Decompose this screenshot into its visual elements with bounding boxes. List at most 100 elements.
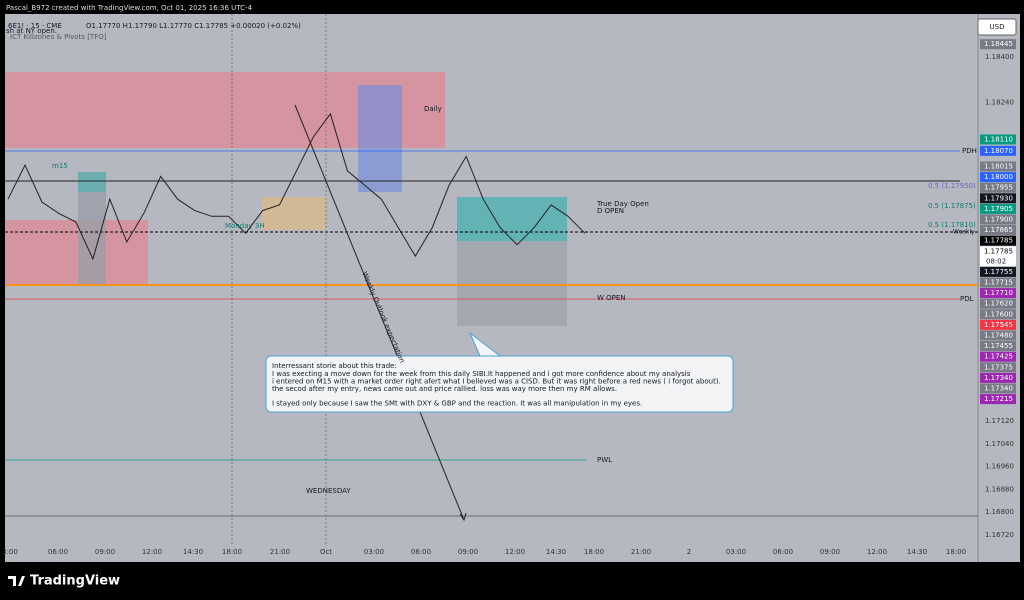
price-badge-label: 1.17785: [984, 247, 1013, 255]
price-badge: [980, 309, 1016, 320]
price-badge: [980, 134, 1016, 145]
price-badge: [980, 394, 1016, 405]
label: 0.5 (1.17810): [928, 221, 976, 229]
red-zone: [5, 220, 148, 284]
price-badge-label: 1.17425: [984, 353, 1013, 361]
label: D OPEN: [597, 207, 624, 215]
price-badge: [980, 246, 1016, 267]
price-badge-label: 1.17215: [984, 395, 1013, 403]
price-badge-label: 1.17600: [984, 310, 1013, 318]
price-badge: [980, 319, 1016, 330]
time-tick: 2: [687, 548, 691, 556]
currency[interactable]: USD: [990, 23, 1005, 31]
time-tick: Oct: [320, 548, 332, 556]
credit: Pascal_B972 created with TradingView.com…: [6, 4, 253, 12]
label: WEDNESDAY: [306, 487, 351, 495]
countdown: 08:02: [986, 257, 1006, 265]
price-badge-label: 1.17955: [984, 184, 1013, 192]
price-badge: [980, 383, 1016, 394]
price-scale: [978, 14, 1020, 562]
price-badge: [980, 235, 1016, 246]
time-tick: 12:00: [867, 548, 887, 556]
price-tick: 1.17120: [985, 417, 1014, 425]
price-badge-label: 1.17620: [984, 300, 1013, 308]
price-badge-label: 1.18000: [984, 173, 1013, 181]
label: PWL: [597, 456, 612, 464]
time-tick: 18:00: [584, 548, 604, 556]
price-badge: [980, 39, 1016, 50]
price-badge-label: 1.17545: [984, 321, 1013, 329]
price-badge-label: 1.17865: [984, 226, 1013, 234]
label: 0.5 (1.17950): [928, 182, 976, 190]
price-badge: [980, 145, 1016, 156]
arrow-head: [459, 512, 467, 522]
logo: [8, 576, 25, 586]
price-line-path: [7, 112, 586, 261]
price-badge: [980, 182, 1016, 193]
ohlc: O1.17770 H1.17790 L1.17770 C1.17785 +0.0…: [86, 22, 301, 30]
time-tick: 09:00: [458, 548, 478, 556]
time-tick: 18:00: [946, 548, 966, 556]
price-badge-label: 1.18015: [984, 162, 1013, 170]
price-tick: 1.16880: [985, 485, 1014, 493]
price-badge-label: 1.17340: [984, 374, 1013, 382]
price-badge: [980, 351, 1016, 362]
price-badge: [980, 193, 1016, 204]
time-tick: 14:30: [907, 548, 927, 556]
time-tick: 21:00: [631, 548, 651, 556]
label: Weekly: [953, 229, 975, 236]
time-tick: 18:00: [222, 548, 242, 556]
footer: [0, 566, 1024, 600]
price-badge-label: 1.18070: [984, 147, 1013, 155]
time-tick: 09:00: [820, 548, 840, 556]
price-badge-label: 1.17755: [984, 268, 1013, 276]
time-tick: 21:00: [270, 548, 290, 556]
price-badge-label: 1.17905: [984, 205, 1013, 213]
annotation-line: the secod after my entry, news came out …: [272, 385, 617, 393]
tan-zone: [262, 197, 326, 230]
time-tick: 06:00: [411, 548, 431, 556]
label: True Day Open: [596, 200, 649, 208]
label: W OPEN: [597, 294, 626, 302]
price-tick: 1.18240: [985, 99, 1014, 107]
time-tick: 03:00: [726, 548, 746, 556]
label: PDH: [962, 147, 977, 155]
price-tick: 1.16720: [985, 531, 1014, 539]
brand: TradingView: [30, 574, 120, 589]
time-tick: 14:30: [546, 548, 566, 556]
price-badge-label: 1.18445: [984, 40, 1013, 48]
price-badge-label: 1.18110: [984, 135, 1013, 143]
time-tick: 12:00: [142, 548, 162, 556]
teal-zone: [78, 172, 106, 192]
price-badge-label: 1.17455: [984, 342, 1013, 350]
symbol: 6E1! · 15 · CME: [8, 22, 62, 30]
price-badge-label: 1.17480: [984, 331, 1013, 339]
label: Monday 3H: [225, 222, 265, 230]
price-badge: [980, 330, 1016, 341]
price-badge: [980, 288, 1016, 299]
price-badge: [980, 266, 1016, 277]
price-badge: [980, 372, 1016, 383]
purple-zone: [358, 85, 402, 192]
time-tick: 14:30: [183, 548, 203, 556]
currency-button[interactable]: [977, 18, 1017, 36]
outlook-arrow: [294, 104, 465, 521]
price-badge: [980, 161, 1016, 172]
price-badge: [980, 362, 1016, 373]
price-tick: 1.18400: [985, 53, 1014, 61]
price-tick: 1.17040: [985, 440, 1014, 448]
annotation-line: i entered on M15 with a market order rig…: [272, 377, 721, 385]
annotation-box: [265, 355, 734, 413]
label: m15: [52, 162, 68, 170]
price-tick: 1.16960: [985, 463, 1014, 471]
price-tick: 1.16800: [985, 508, 1014, 516]
price-badge: [980, 277, 1016, 288]
price-badge-label: 1.17340: [984, 384, 1013, 392]
price-badge-label: 1.17785: [984, 237, 1013, 245]
annotation-title: Interressant storie about this trade:: [272, 362, 397, 370]
price-badge-label: 1.17900: [984, 215, 1013, 223]
time-tick: 3:00: [2, 548, 18, 556]
label: 0.5 (1.17875): [928, 202, 976, 210]
label: Daily: [424, 105, 442, 113]
time-tick: 06:00: [773, 548, 793, 556]
